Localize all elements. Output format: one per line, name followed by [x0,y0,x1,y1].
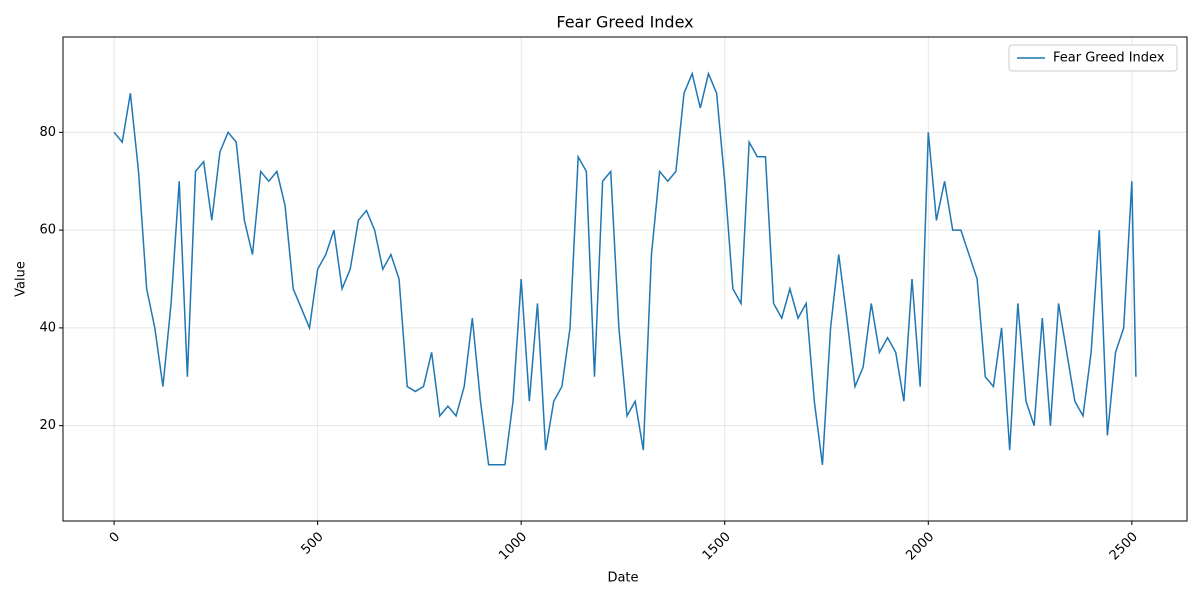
y-tick-label: 80 [39,125,56,140]
chart-title: Fear Greed Index [556,13,693,32]
x-axis-label: Date [607,571,638,586]
x-tick-label: 0 [107,529,123,545]
y-axis-label: Value [14,261,29,297]
x-tick-label: 2000 [903,529,937,563]
line-series [113,71,1137,466]
y-tick-label: 20 [39,418,56,433]
plot-frame [62,36,1188,522]
x-tick-label: 500 [299,529,327,557]
legend-box [1008,44,1178,72]
x-tick-label: 1000 [496,529,530,563]
y-tick-label: 60 [39,223,56,238]
legend-label: Fear Greed Index [1053,51,1165,66]
y-tick-label: 40 [39,320,56,335]
x-tick-label: 1500 [700,529,734,563]
x-tick-label: 2500 [1107,529,1141,563]
